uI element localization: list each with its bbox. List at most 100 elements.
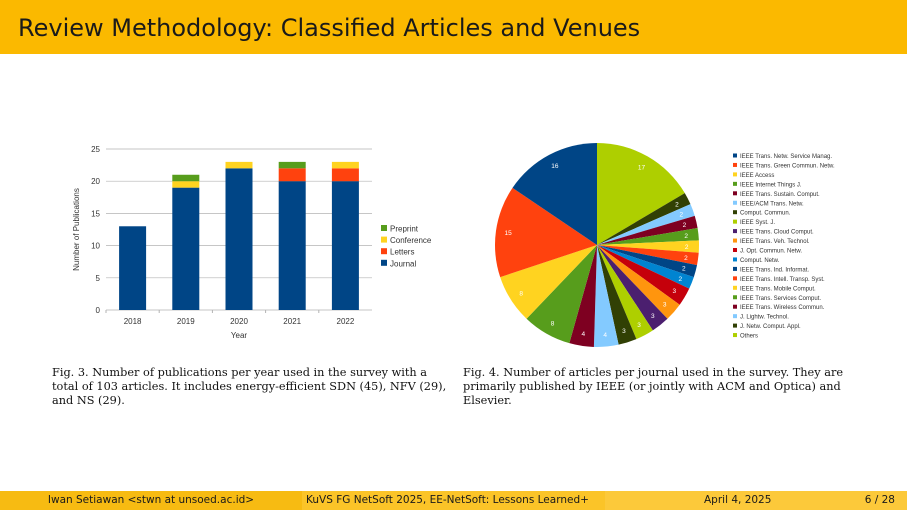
legend-swatch	[733, 153, 737, 158]
legend-swatch	[733, 304, 737, 309]
pie-data-label: 2	[683, 222, 687, 229]
fig3-caption: Fig. 3. Number of publications per year …	[52, 366, 447, 407]
pie-data-label: 2	[684, 255, 688, 262]
pie-slice	[500, 245, 597, 319]
bar-segment-letters	[278, 168, 306, 182]
legend-swatch	[733, 181, 737, 186]
pie-slice	[526, 245, 597, 344]
footer-right: April 4, 2025 6 / 28	[605, 491, 907, 510]
bar-segment-journal	[225, 168, 253, 310]
legend-label: J. Opt. Commun. Netw.	[740, 249, 802, 255]
pie-slice	[597, 245, 699, 266]
pie-data-label: 4	[582, 331, 586, 338]
legend-label: IEEE Trans. Intell. Transp. Syst.	[740, 277, 825, 283]
legend-swatch	[733, 276, 737, 281]
x-tick-label: 2021	[283, 317, 301, 326]
bar-segment-conference	[331, 161, 359, 169]
legend-swatch	[733, 295, 737, 300]
pie-data-label: 3	[663, 301, 667, 308]
legend-label: IEEE/ACM Trans. Netw.	[740, 201, 804, 207]
pie-data-label: 2	[685, 244, 689, 251]
pie-slice	[597, 215, 698, 245]
footer-author: Iwan Setiawan <stwn at unsoed.ac.id>	[0, 491, 302, 510]
legend-swatch	[381, 248, 387, 255]
pie-slice	[597, 245, 694, 289]
pie-data-label: 2	[679, 276, 683, 283]
x-tick-label: 2020	[230, 317, 248, 326]
bar-segment-journal	[331, 181, 359, 310]
legend-swatch	[733, 229, 737, 234]
pie-data-label: 3	[651, 313, 655, 320]
legend-label: Comput. Netw.	[740, 258, 780, 264]
legend-label: IEEE Trans. Green Commun. Netw.	[740, 163, 835, 169]
legend-swatch	[733, 257, 737, 262]
slide-title: Review Methodology: Classified Articles …	[18, 14, 641, 42]
pie-slice	[512, 143, 597, 245]
pie-slice	[495, 187, 597, 278]
pie-data-label: 2	[675, 202, 679, 209]
pie-slice	[597, 245, 653, 340]
pie-data-label: 3	[622, 328, 626, 335]
pie-slice	[569, 245, 597, 347]
legend-label: IEEE Trans. Netw. Service Manag.	[740, 154, 832, 160]
y-tick-label: 10	[91, 242, 100, 251]
y-tick-label: 20	[91, 177, 100, 186]
footer-page: 6 / 28	[864, 494, 895, 506]
legend-label: Preprint	[390, 225, 419, 234]
legend-label: Conference	[390, 236, 432, 245]
pie-slice	[597, 245, 680, 319]
y-tick-label: 0	[96, 306, 101, 315]
pie-data-label: 16	[551, 163, 559, 170]
pie-data-label: 4	[603, 332, 607, 339]
pie-slice	[597, 245, 698, 278]
legend-label: IEEE Trans. Cloud Comput.	[740, 230, 814, 236]
pie-data-label: 2	[679, 212, 683, 219]
bar-segment-journal	[278, 181, 306, 310]
bar-segment-conference	[225, 161, 253, 169]
pie-slice	[597, 227, 699, 245]
legend-label: J. Netw. Comput. Appl.	[740, 324, 801, 330]
pie-data-label: 2	[682, 266, 686, 273]
legend-swatch	[733, 333, 737, 338]
legend-swatch	[733, 200, 737, 205]
figures: 0 5 10 15 20 25 2018 2019 2020 2021 2022 Year Number…	[72, 143, 835, 347]
bar-segment-letters	[331, 168, 359, 182]
legend-label: Others	[740, 334, 758, 340]
y-tick-label: 15	[91, 209, 100, 218]
pie-slice	[597, 240, 699, 253]
pie-slice	[597, 245, 690, 305]
title-bar: Review Methodology: Classified Articles …	[0, 0, 907, 54]
legend-label: IEEE Trans. Ind. Informat.	[740, 267, 809, 273]
legend-swatch	[733, 285, 737, 290]
legend-swatch	[733, 314, 737, 319]
legend-label: IEEE Access	[740, 173, 774, 179]
bar-segment-conference	[172, 181, 200, 188]
y-axis-title: Number of Publications	[72, 188, 81, 271]
legend-swatch	[733, 162, 737, 167]
pie-data-label: 8	[551, 320, 555, 327]
legend-label: IEEE Trans. Mobile Comput.	[740, 286, 816, 292]
x-axis-title: Year	[231, 331, 248, 340]
x-tick-label: 2018	[124, 317, 142, 326]
y-tick-label: 5	[96, 274, 101, 283]
pie-slice	[597, 193, 691, 245]
x-tick-label: 2019	[177, 317, 195, 326]
legend-swatch	[733, 219, 737, 224]
legend-label: J. Lightw. Technol.	[740, 315, 789, 321]
legend-swatch	[381, 259, 387, 266]
y-tick-label: 25	[91, 145, 100, 154]
legend-label: IEEE Trans. Wireless Commun.	[740, 305, 825, 311]
pie-data-label: 2	[684, 233, 688, 240]
legend-label: IEEE Trans. Sustain. Comput.	[740, 192, 820, 198]
pie-slice	[593, 245, 619, 347]
pie-data-label: 3	[672, 288, 676, 295]
pie-slice	[597, 143, 685, 245]
legend-swatch	[733, 210, 737, 215]
legend-label: IEEE Internet Things J.	[740, 182, 802, 188]
legend-swatch	[733, 248, 737, 252]
footer-talk: KuVS FG NetSoft 2025, EE-NetSoft: Lesson…	[302, 491, 605, 510]
legend-label: Letters	[390, 248, 414, 257]
legend-swatch	[733, 238, 737, 243]
x-tick-label: 2022	[337, 317, 355, 326]
pie-slice	[597, 245, 668, 331]
